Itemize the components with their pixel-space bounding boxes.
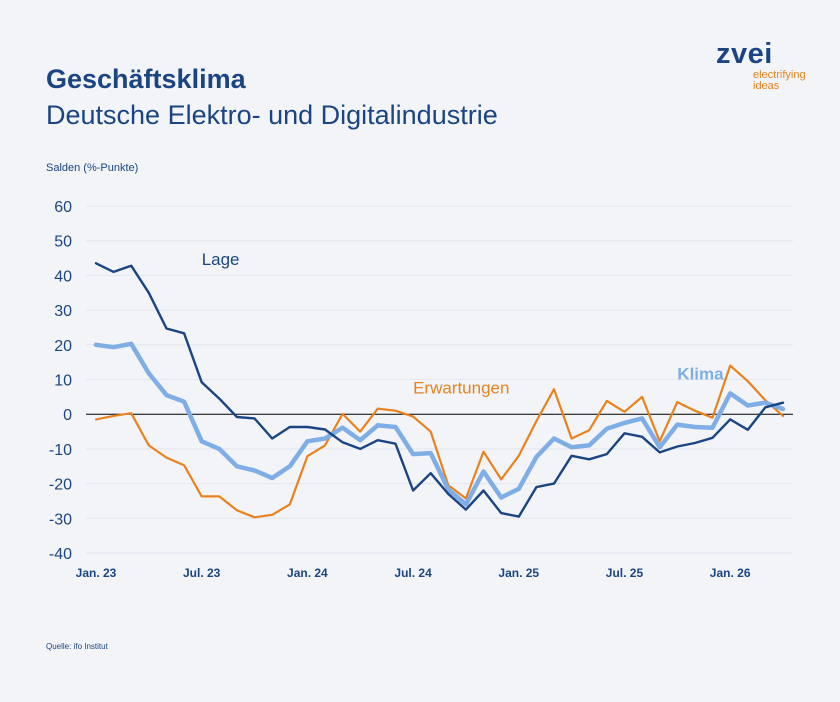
x-tick-label: Jul. 23: [183, 566, 221, 580]
y-tick-label: 60: [54, 199, 72, 216]
x-tick-label: Jan. 24: [287, 566, 328, 580]
series-line-klima: [93, 341, 786, 507]
series-line-lage: [94, 262, 785, 518]
y-tick-label: 40: [54, 268, 72, 285]
logo-tagline: electrifying ideas: [753, 70, 806, 92]
series-labels: Lage Erwartungen Klima: [202, 250, 724, 397]
series-group: [93, 262, 786, 519]
x-tick-label: Jan. 23: [76, 566, 117, 580]
source-note: Quelle: ifo Institut: [46, 642, 108, 651]
x-tick-label: Jan. 25: [498, 566, 539, 580]
y-tick-label: -40: [49, 546, 72, 563]
y-tick-label: 30: [54, 303, 72, 320]
y-tick-label: 0: [63, 407, 72, 424]
x-tick-label: Jan. 26: [710, 566, 751, 580]
y-axis-ticks: 60 50 40 30 20 10 0 -10 -20 -30 -40: [49, 199, 72, 563]
y-tick-label: 10: [54, 373, 72, 390]
series-label-klima: Klima: [677, 365, 724, 384]
y-tick-label: -20: [49, 477, 72, 494]
y-tick-label: -30: [49, 511, 72, 528]
zvei-logo: zvei electrifying ideas: [716, 40, 806, 92]
x-axis-ticks: Jan. 23 Jul. 23 Jan. 24 Jul. 24 Jan. 25 Jul. …: [76, 566, 751, 580]
series-line-erwartungen: [94, 364, 785, 519]
logo-wordmark: zvei: [716, 38, 773, 70]
page-subtitle: Deutsche Elektro- und Digitalindustrie: [46, 100, 498, 130]
y-tick-label: 20: [54, 338, 72, 355]
x-tick-label: Jul. 25: [606, 566, 644, 580]
series-label-lage: Lage: [202, 250, 240, 269]
page-title: Geschäftsklima: [46, 64, 246, 94]
series-label-erwartungen: Erwartungen: [413, 378, 509, 397]
y-tick-label: -10: [49, 442, 72, 459]
y-axis-label: Salden (%-Punkte): [46, 162, 139, 174]
grid-lines: [86, 205, 793, 554]
x-tick-label: Jul. 24: [394, 566, 432, 580]
y-tick-label: 50: [54, 234, 72, 251]
logo-tagline-line-2: ideas: [753, 80, 780, 92]
logo-tagline-line-1: electrifying: [753, 69, 806, 81]
